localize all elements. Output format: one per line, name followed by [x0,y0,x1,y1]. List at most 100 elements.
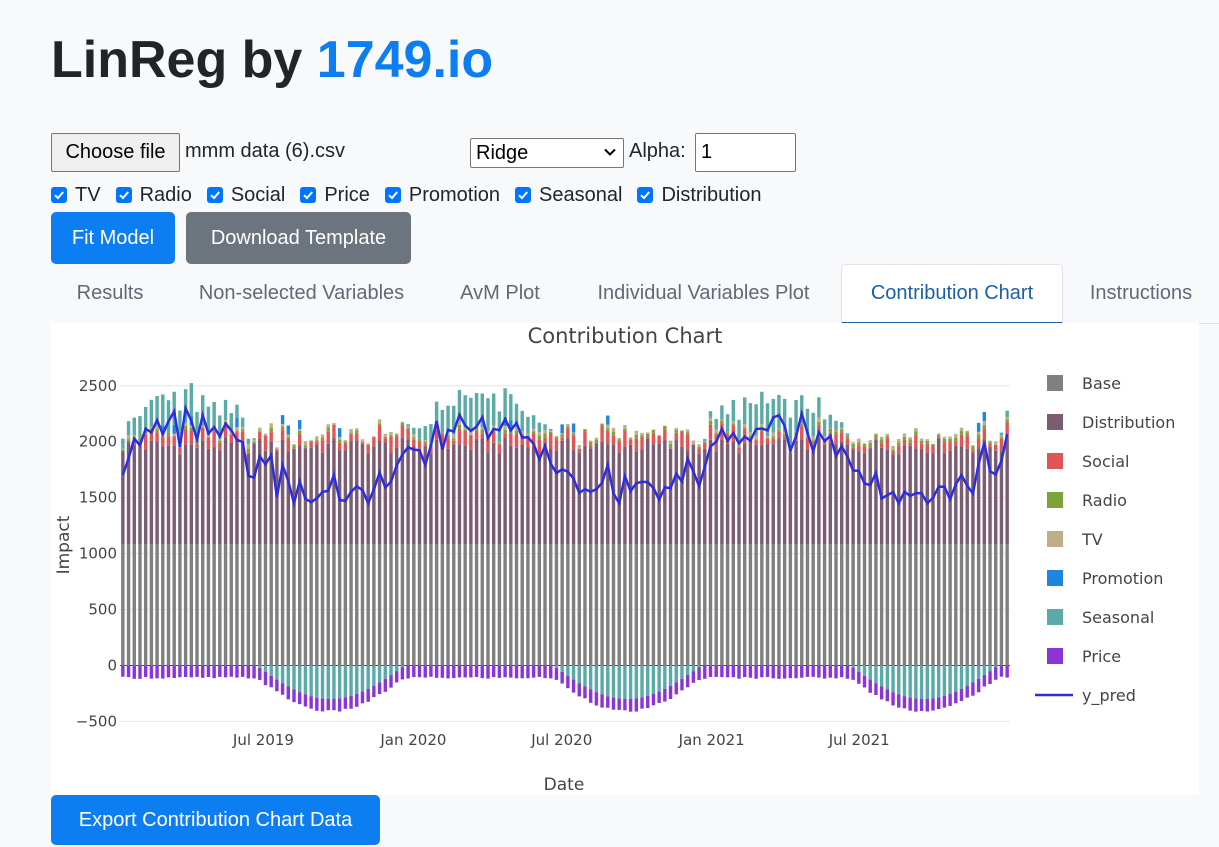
bar-base [988,544,992,666]
bar-distribution [663,440,667,545]
bar-radio [617,439,621,442]
tab-results[interactable]: Results [76,282,144,304]
bar-social [269,432,273,442]
bar-base [235,544,239,666]
contribution-chart[interactable]: Contribution Chart −500 0 500 1000 1500 2000 2… [51,323,1199,795]
bar-base [531,544,536,666]
tab-non-selected-variables[interactable]: Non-selected Variables [198,282,405,304]
bar-social [885,438,890,450]
bar-base [708,544,713,666]
bar-social [457,429,462,445]
choose-file-button[interactable]: Choose file [51,133,180,172]
bar-price [463,665,467,678]
bar-seasonal [543,424,547,430]
bar-social [275,449,279,452]
bar-tv [942,436,947,439]
bar-distribution [1005,438,1009,545]
bar-social [486,438,490,453]
bar-distribution [491,442,496,545]
checkbox-checked-icon[interactable] [51,187,67,203]
checkbox-price[interactable]: Price [300,184,370,207]
bar-seasonal [897,665,901,695]
tab-contribution-chart[interactable]: Contribution Chart [841,264,1063,324]
tab-instructions[interactable]: Instructions [1089,282,1193,304]
bar-social [777,431,781,439]
checkbox-checked-icon[interactable] [300,187,317,203]
bar-tv [708,417,713,421]
chart-legend[interactable]: Base Distribution Social Radio TV Promotion Se… [1035,374,1175,706]
checkbox-distribution[interactable]: Distribution [637,184,762,207]
checkbox-tv[interactable]: TV [51,184,101,207]
bar-social [765,438,770,444]
fit-model-button[interactable]: Fit Model [51,212,175,264]
bar-seasonal [760,391,764,424]
brand-link[interactable]: 1749.io [316,31,494,89]
bar-distribution [429,453,433,545]
bar-distribution [417,448,422,545]
checkbox-checked-icon[interactable] [206,187,223,203]
tab-individual-variables-plot[interactable]: Individual Variables Plot [597,282,810,304]
bar-distribution [760,445,764,545]
bar-tv [258,427,262,432]
tab-avm-plot[interactable]: AvM Plot [460,282,540,304]
bar-base [862,544,867,666]
checkbox-social[interactable]: Social [206,184,285,207]
bar-distribution [537,454,542,545]
bar-price [423,665,427,678]
bar-distribution [543,442,547,545]
bar-social [663,430,667,441]
bar-seasonal [588,665,593,690]
model-select-value: Ridge [476,141,529,164]
checkbox-checked-icon[interactable] [637,187,654,203]
y-tick-label: 500 [88,601,117,619]
bar-distribution [891,454,895,545]
bar-radio [651,429,656,434]
checkbox-checked-icon[interactable] [384,187,401,203]
bar-seasonal [788,417,793,450]
bar-price [240,665,245,677]
checkbox-radio[interactable]: Radio [115,184,192,207]
bar-radio [908,439,912,443]
bar-base [389,544,393,666]
bar-social [965,435,969,449]
bar-social [902,439,907,446]
bar-price [161,665,165,679]
bar-base [999,544,1004,666]
bar-radio [800,424,804,427]
bar-radio [885,436,890,439]
bar-seasonal [400,665,405,668]
bar-price [760,665,764,678]
checkbox-checked-icon[interactable] [515,187,532,203]
y-tick-label: 2000 [79,433,117,451]
bar-base [121,544,125,666]
bar-seasonal [657,665,661,692]
bar-tv [994,441,998,445]
download-template-button[interactable]: Download Template [186,212,411,264]
bar-price [691,671,696,683]
bar-seasonal [161,394,165,426]
bar-base [417,544,422,666]
checkbox-checked-icon[interactable] [115,187,132,203]
bar-tv [634,430,639,435]
bar-tv [189,425,194,428]
bar-price [931,698,935,711]
bar-base [457,544,462,666]
bar-price [606,696,610,708]
bar-tv [834,430,838,432]
bar-seasonal [623,665,627,699]
bar-seasonal [663,665,667,689]
model-select[interactable]: Ridge [470,138,624,168]
alpha-input[interactable]: 1 [695,133,796,172]
bar-seasonal [258,665,262,668]
checkbox-seasonal[interactable]: Seasonal [515,184,622,207]
export-contribution-data-button[interactable]: Export Contribution Chart Data [51,795,380,845]
bar-price [138,665,142,679]
bar-social [680,431,684,447]
bar-distribution [577,453,581,545]
checkbox-promotion[interactable]: Promotion [384,184,500,207]
bar-radio [412,437,416,440]
bar-social [201,427,205,441]
bar-base [189,544,194,666]
bar-seasonal [560,665,564,672]
bar-seasonal [343,665,348,698]
